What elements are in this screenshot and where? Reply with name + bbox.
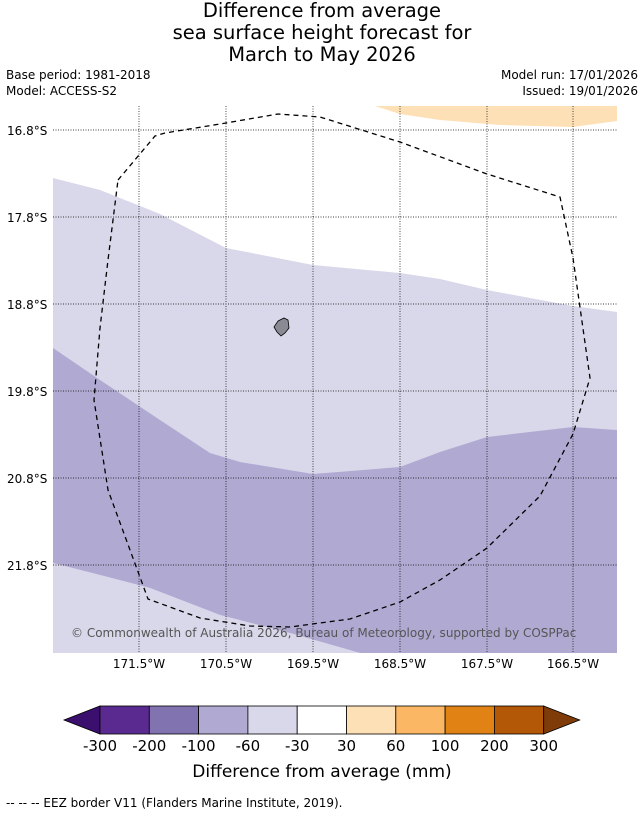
- colorbar-segments: [62, 705, 581, 735]
- title-line-2: sea surface height forecast for: [172, 21, 472, 44]
- colorbar-segment: [493, 705, 545, 735]
- colorbar-extend-high: [543, 705, 581, 735]
- anomaly-band-medium: [53, 348, 617, 653]
- colorbar-segment: [444, 705, 495, 735]
- issued-date: Issued: 19/01/2026: [522, 84, 638, 98]
- colorbar-tick-label: 200: [480, 737, 509, 755]
- lon-label-3: 169.5°W: [286, 657, 340, 671]
- meta-left: Base period: 1981-2018 Model: ACCESS-S2: [6, 67, 151, 99]
- lat-label-4: 19.8°S: [7, 385, 48, 399]
- colorbar-tick-label: -60: [235, 737, 261, 755]
- colorbar-segment: [395, 705, 446, 735]
- lon-label-2: 170.5°W: [199, 657, 253, 671]
- lat-label-2: 17.8°S: [7, 211, 48, 225]
- colorbar-tick-label: -300: [82, 737, 118, 755]
- colorbar-tick-label: -100: [181, 737, 216, 755]
- colorbar-tick-label: -30: [284, 737, 310, 755]
- eez-border: [93, 113, 591, 628]
- model-run: Model run: 17/01/2026: [500, 68, 638, 82]
- colorbar-segment: [148, 705, 200, 735]
- lat-label-1: 16.8°S: [7, 124, 48, 138]
- colorbar: [62, 705, 581, 735]
- colorbar-tick-label: 100: [430, 737, 460, 755]
- colorbar-tick-label: 30: [336, 737, 357, 755]
- title-line-1: Difference from average: [202, 0, 442, 22]
- chart-title: Difference from average sea surface heig…: [0, 0, 644, 66]
- lon-label-1: 171.5°W: [112, 657, 166, 671]
- colorbar-tick-label: -200: [132, 737, 167, 755]
- colorbar-title: Difference from average (mm): [192, 762, 452, 782]
- lat-label-6: 21.8°S: [7, 559, 48, 573]
- colorbar-segment: [296, 705, 347, 735]
- colorbar-tick-label: 60: [386, 737, 406, 755]
- lon-label-5: 167.5°W: [460, 657, 514, 671]
- colorbar-segment: [198, 705, 249, 735]
- colorbar-extend-low: [62, 705, 101, 735]
- gridlines: [53, 106, 617, 653]
- colorbar-tick-label: 300: [529, 737, 558, 755]
- colorbar-segment: [99, 705, 150, 735]
- map-area: [53, 106, 617, 653]
- base-period: Base period: 1981-2018: [6, 68, 151, 82]
- meta-right: Model run: 17/01/2026 Issued: 19/01/2026: [501, 67, 638, 99]
- lat-label-5: 20.8°S: [7, 472, 48, 486]
- eez-footnote: -- -- -- EEZ border V11 (Flanders Marine…: [6, 796, 343, 810]
- map-canvas: [53, 106, 617, 653]
- island-niue: [273, 317, 290, 337]
- copyright-notice: © Commonwealth of Australia 2026, Bureau…: [71, 626, 577, 640]
- lon-label-6: 166.5°W: [546, 657, 600, 671]
- title-line-3: March to May 2026: [228, 43, 416, 66]
- lat-label-3: 18.8°S: [7, 298, 48, 312]
- colorbar-segment: [247, 705, 298, 735]
- model-name: Model: ACCESS-S2: [6, 84, 118, 98]
- colorbar-segment: [346, 705, 397, 735]
- anomaly-band-positive: [375, 106, 617, 127]
- lon-label-4: 168.5°W: [373, 657, 427, 671]
- anomaly-band-light-lower: [53, 563, 360, 653]
